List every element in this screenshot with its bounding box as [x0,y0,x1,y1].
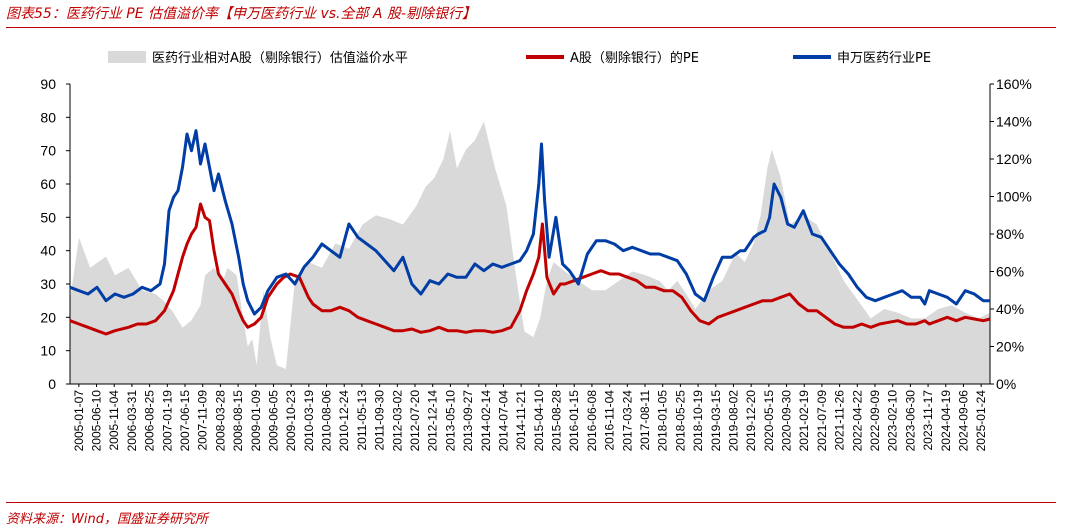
x-tick-label: 2008-08-15 [231,390,245,452]
series-pharma-pe-line [69,129,990,316]
right-tick-label: 140% [996,114,1032,130]
legend-label-pharma-pe: 申万医药行业PE [837,51,931,66]
x-tick-label: 2005-11-04 [107,390,121,451]
x-tick-label: 2013-05-10 [443,390,457,452]
left-y-axis-ticks: 0 10 20 30 40 50 60 70 80 90 [40,76,70,392]
x-tick-label: 2020-09-30 [780,390,794,452]
x-tick-label: 2015-08-28 [550,390,564,452]
x-tick-label: 2021-11-26 [833,390,847,451]
left-tick-label: 30 [40,276,56,292]
series-premium-area [70,121,990,384]
x-tick-label: 2011-09-30 [373,390,387,451]
right-tick-label: 80% [996,226,1024,242]
x-tick-label: 2023-11-17 [921,390,935,451]
chart-canvas: 医药行业相对A股（剔除银行）估值溢价水平 A股（剔除银行）的PE 申万医药行业P… [40,50,1032,451]
legend-label-premium: 医药行业相对A股（剔除银行）估值溢价水平 [152,50,408,66]
x-tick-label: 2025-01-24 [974,390,988,452]
x-tick-label: 2022-04-22 [850,390,864,452]
x-tick-label: 2014-11-21 [514,390,528,451]
x-tick-label: 2023-02-10 [886,390,900,452]
x-tick-label: 2022-09-09 [868,390,882,452]
left-tick-label: 20 [40,309,56,325]
x-tick-label: 2016-11-04 [603,390,617,451]
x-tick-label: 2012-03-02 [390,390,404,452]
x-tick-label: 2021-07-09 [815,390,829,452]
x-tick-label: 2020-05-15 [762,390,776,452]
x-tick-label: 2010-08-06 [320,390,334,452]
left-tick-label: 60 [40,176,56,192]
source-divider [6,502,1056,503]
left-tick-label: 0 [48,376,56,392]
left-tick-label: 40 [40,243,56,259]
x-tick-label: 2009-01-09 [249,390,263,452]
x-tick-label: 2016-01-15 [567,390,581,452]
x-tick-label: 2008-03-28 [213,390,227,452]
x-tick-label: 2017-03-24 [620,390,634,452]
pe-lines-layer [69,129,991,336]
x-tick-label: 2018-01-05 [656,390,670,452]
x-tick-label: 2014-02-14 [479,390,493,452]
x-tick-label: 2021-02-19 [797,390,811,452]
x-tick-label: 2010-03-19 [302,390,316,452]
left-tick-label: 70 [40,143,56,159]
chart-title: 图表55：医药行业 PE 估值溢价率【申万医药行业 vs.全部 A 股-剔除银行… [6,6,477,22]
source-note: 资料来源：Wind，国盛证券研究所 [6,512,208,527]
x-axis-ticks: 2005-01-07 2005-06-10 2005-11-04 2006-03-31… [72,384,988,451]
legend-label-ashare-pe: A股（剔除银行）的PE [570,50,699,66]
x-tick-label: 2013-09-27 [461,390,475,452]
series-ashare-pe-line [69,202,991,336]
x-tick-label: 2009-06-05 [266,390,280,452]
x-tick-label: 2024-04-19 [939,390,953,452]
right-tick-label: 160% [996,76,1032,92]
right-tick-label: 60% [996,264,1024,280]
right-tick-label: 0% [996,376,1016,392]
legend-area-swatch [108,51,146,63]
right-y-axis-ticks: 0% 20% 40% 60% 80% 100% 120% 140% 160% [990,76,1032,392]
legend: 医药行业相对A股（剔除银行）估值溢价水平 A股（剔除银行）的PE 申万医药行业P… [108,50,931,66]
x-tick-label: 2010-12-24 [337,390,351,452]
x-tick-label: 2007-01-19 [160,390,174,452]
left-tick-label: 80 [40,109,56,125]
left-tick-label: 50 [40,209,56,225]
x-tick-label: 2018-10-19 [691,390,705,452]
x-tick-label: 2007-06-15 [178,390,192,452]
right-tick-label: 100% [996,189,1032,205]
x-tick-label: 2011-05-13 [355,390,369,451]
x-tick-label: 2012-12-14 [426,390,440,452]
x-tick-label: 2016-06-08 [585,390,599,452]
x-tick-label: 2019-12-20 [744,390,758,452]
x-tick-label: 2019-08-02 [726,390,740,452]
x-tick-label: 2006-03-31 [125,390,139,452]
x-tick-label: 2006-08-25 [143,390,157,452]
x-tick-label: 2017-08-11 [638,390,652,451]
left-tick-label: 10 [40,343,56,359]
x-tick-label: 2018-05-25 [673,390,687,452]
title-divider [6,27,1056,28]
right-tick-label: 40% [996,301,1024,317]
x-tick-label: 2012-07-20 [408,390,422,452]
x-tick-label: 2019-03-15 [709,390,723,452]
x-tick-label: 2005-01-07 [72,390,86,452]
x-tick-label: 2005-06-10 [90,390,104,452]
x-tick-label: 2009-10-23 [284,390,298,452]
right-tick-label: 120% [996,151,1032,167]
x-tick-label: 2023-06-30 [903,390,917,452]
x-tick-label: 2024-09-06 [956,390,970,452]
x-tick-label: 2015-04-10 [532,390,546,452]
right-tick-label: 20% [996,339,1024,355]
left-tick-label: 90 [40,76,56,92]
x-tick-label: 2007-11-09 [196,390,210,451]
x-tick-label: 2014-07-04 [496,390,510,452]
premium-area-layer [70,121,990,384]
